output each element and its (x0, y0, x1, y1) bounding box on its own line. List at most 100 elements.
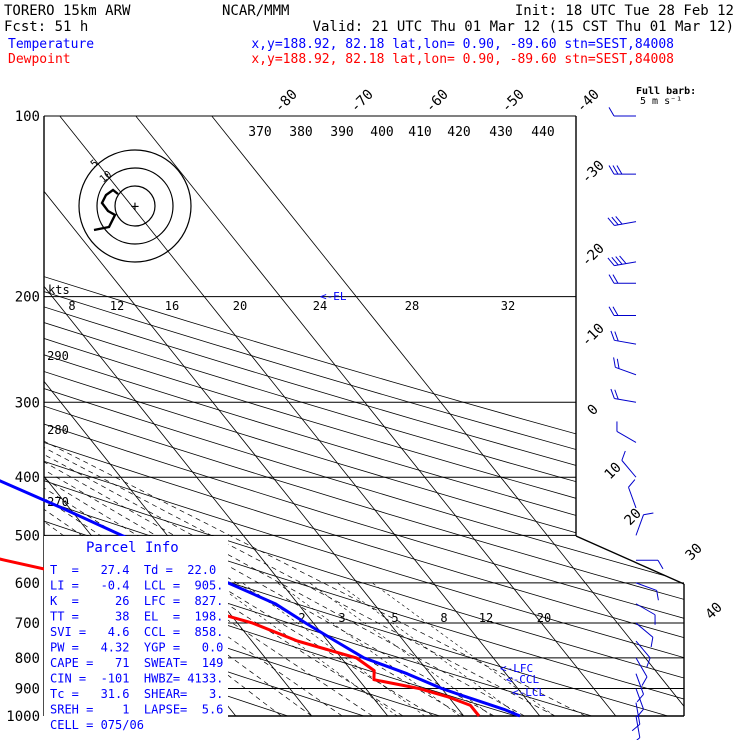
pressure-tick-label: 800 (15, 651, 40, 667)
parcel-info-row: CAPE = 71 SWEAT= 149 (50, 656, 223, 670)
wind-barb-flag (643, 512, 654, 516)
theta-label-left: 290 (47, 349, 69, 363)
barb-key-title: Full barb: (636, 86, 696, 97)
parcel-info-row: SVI = 4.6 CCL = 858. (50, 625, 223, 639)
mixing-ratio-line (277, 582, 461, 716)
wind-barb-flag (631, 723, 641, 732)
wind-barb (610, 388, 637, 403)
wind-barb-shaft (635, 657, 648, 678)
theta-label: 430 (489, 125, 512, 140)
wind-barb-shaft (635, 622, 654, 638)
mixing-ratio-label-lower: 20 (537, 611, 551, 625)
pressure-tick-label: 700 (15, 616, 40, 632)
plot-frame-corner (575, 535, 685, 585)
pressure-tick-label: 100 (15, 109, 40, 125)
mixing-ratio-label: 32 (501, 299, 515, 313)
wind-barb (608, 274, 636, 284)
hodograph-unit-label: kts (48, 283, 70, 297)
temperature-legend-label: Temperature (8, 37, 94, 52)
wind-barb (628, 479, 637, 509)
pressure-tick-label: 200 (15, 290, 40, 306)
mixing-ratio-line (372, 582, 555, 716)
wind-barb-flag (650, 637, 654, 648)
isotherm-line (44, 116, 465, 716)
wind-barb-flag (608, 274, 615, 284)
dry-adiabat (44, 116, 364, 716)
parcel-info-row: LI = -0.4 LCL = 905. (50, 579, 223, 593)
wind-barb (608, 165, 636, 175)
dry-adiabat (44, 116, 684, 716)
wind-barb-flag (615, 256, 623, 265)
isotherm-line (211, 116, 684, 716)
wind-barb (610, 330, 637, 345)
wind-barb-flag (656, 590, 659, 601)
wind-barb-shaft (635, 673, 644, 695)
pressure-tick-label: 300 (15, 395, 40, 411)
dry-adiabat (44, 116, 684, 716)
wind-barb (631, 702, 641, 732)
parcel-info-row: TT = 38 EL = 198. (50, 610, 223, 624)
isotherm-line (59, 116, 541, 716)
wind-barb-shaft (621, 460, 637, 478)
dry-adiabat (44, 116, 684, 716)
theta-label-left: 280 (47, 423, 69, 437)
wind-barb-flag (612, 165, 619, 175)
parcel-info-row: SREH = 1 LAPSE= 5.6 (50, 703, 223, 717)
hodograph-ring-inner (114, 185, 156, 227)
wind-barb-flag (636, 694, 644, 703)
valid-time: Valid: 21 UTC Thu 01 Mar 12 (15 CST Thu … (313, 19, 734, 35)
wind-barb-flag (628, 479, 636, 488)
dewpoint-profile-line (0, 557, 481, 717)
mixing-ratio-label-lower: 3 (338, 611, 345, 625)
temperature-legend-info: x,y=188.92, 82.18 lat,lon= 0.90, -89.60 … (251, 37, 674, 52)
wind-barb-flag (608, 306, 615, 316)
org-name: NCAR/MMM (222, 3, 289, 19)
wind-barb (635, 640, 651, 668)
wind-barb-flag (608, 107, 615, 117)
pressure-tick-label: 500 (15, 528, 40, 544)
moist-adiabat (44, 238, 313, 716)
moist-adiabat (44, 238, 495, 716)
isotherm-line (44, 116, 389, 716)
wind-barb-shaft (635, 640, 651, 659)
hodograph-ring-label-5: 5 (89, 158, 101, 170)
parcel-info-row: K = 26 LFC = 827. (50, 594, 223, 608)
wind-barb-flag (612, 274, 619, 284)
wind-barb (635, 512, 654, 536)
model-name: TORERO 15km ARW (4, 3, 131, 19)
mixing-ratio-label-lower: 5 (391, 611, 398, 625)
wind-barb-flag (610, 388, 615, 399)
wind-barb (635, 657, 648, 686)
lfc-marker: <-LFC (500, 662, 533, 675)
wind-barb (616, 421, 637, 443)
wind-barb-flag (641, 676, 648, 686)
dewpoint-legend-label: Dewpoint (8, 52, 71, 67)
wind-barb-flag (614, 389, 619, 400)
wind-barb (635, 622, 654, 648)
wind-barb-flag (657, 559, 664, 570)
wind-barb (608, 306, 636, 316)
wind-barb-flag (619, 255, 627, 264)
mixing-ratio-label-lower: 2 (298, 611, 305, 625)
wind-barb-flag (610, 330, 615, 341)
wind-barb (636, 559, 664, 570)
wind-barb (608, 107, 636, 117)
wind-barb-shaft (635, 603, 656, 616)
pressure-tick-label: 600 (15, 576, 40, 592)
wind-barb (635, 673, 644, 703)
wind-barb-flag (646, 657, 651, 668)
dewpoint-legend-info: x,y=188.92, 82.18 lat,lon= 0.90, -89.60 … (251, 52, 674, 67)
wind-barb-shaft (635, 514, 644, 536)
mixing-ratio-label: 12 (110, 299, 124, 313)
forecast-hour: Fcst: 51 h (4, 19, 88, 35)
theta-label: 390 (330, 125, 353, 140)
wind-barb-flag (616, 358, 620, 369)
mixing-ratio-line (337, 582, 520, 716)
dry-adiabat (44, 116, 516, 716)
pressure-tick-label: 900 (15, 682, 40, 698)
dry-adiabat (44, 116, 440, 716)
mixing-ratio-line (242, 582, 426, 716)
wind-barb-flag (611, 216, 619, 226)
theta-label: 440 (531, 125, 554, 140)
pressure-tick-label: 1000 (6, 709, 40, 725)
